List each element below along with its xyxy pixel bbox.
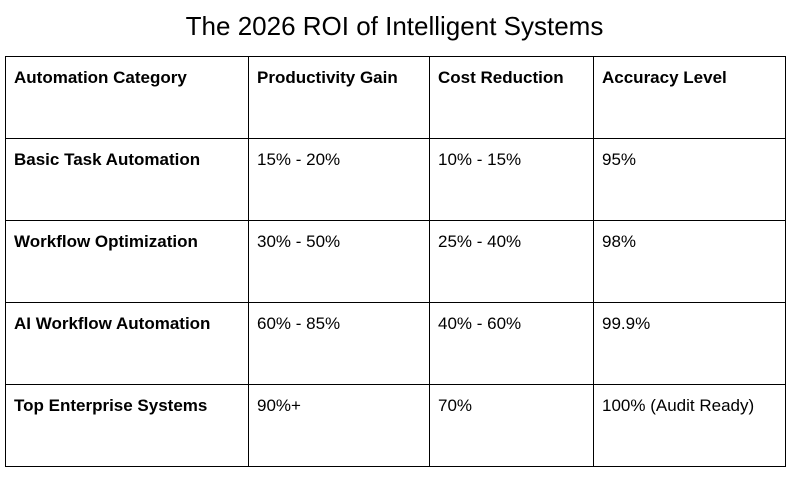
cost-reduction-cell: 70% [429,384,594,467]
header-accuracy-level: Accuracy Level [593,56,786,139]
header-productivity-gain: Productivity Gain [248,56,430,139]
accuracy-level-cell: 100% (Audit Ready) [593,384,786,467]
table-row: AI Workflow Automation 60% - 85% 40% - 6… [5,302,786,385]
productivity-gain-cell: 90%+ [248,384,430,467]
productivity-gain-cell: 30% - 50% [248,220,430,303]
productivity-gain-cell: 60% - 85% [248,302,430,385]
table-header-row: Automation Category Productivity Gain Co… [5,56,786,139]
cost-reduction-cell: 25% - 40% [429,220,594,303]
table-row: Workflow Optimization 30% - 50% 25% - 40… [5,220,786,303]
table-row: Basic Task Automation 15% - 20% 10% - 15… [5,138,786,221]
page-title: The 2026 ROI of Intelligent Systems [185,11,604,41]
cost-reduction-cell: 10% - 15% [429,138,594,221]
accuracy-level-cell: 95% [593,138,786,221]
category-cell: Top Enterprise Systems [5,384,249,467]
roi-table: Automation Category Productivity Gain Co… [5,56,786,467]
category-cell: Basic Task Automation [5,138,249,221]
category-cell: Workflow Optimization [5,220,249,303]
category-cell: AI Workflow Automation [5,302,249,385]
accuracy-level-cell: 99.9% [593,302,786,385]
accuracy-level-cell: 98% [593,220,786,303]
productivity-gain-cell: 15% - 20% [248,138,430,221]
cost-reduction-cell: 40% - 60% [429,302,594,385]
header-cost-reduction: Cost Reduction [429,56,594,139]
table-row: Top Enterprise Systems 90%+ 70% 100% (Au… [5,384,786,467]
header-automation-category: Automation Category [5,56,249,139]
